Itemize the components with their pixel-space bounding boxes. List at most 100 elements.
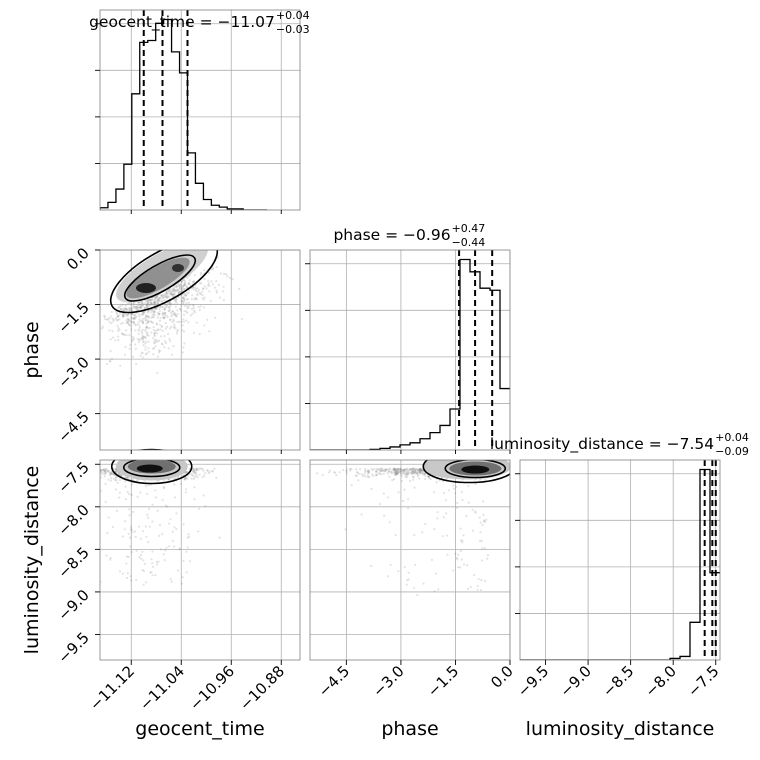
sample-point [457, 566, 460, 569]
sample-point [142, 313, 145, 316]
sample-point [158, 312, 161, 315]
sample-point [125, 333, 128, 337]
sample-point [405, 583, 408, 586]
sample-point [144, 299, 147, 302]
sample-point [138, 303, 141, 306]
sample-point [203, 296, 206, 299]
sample-point [186, 477, 189, 480]
sample-point [152, 310, 155, 314]
sample-point [141, 356, 144, 359]
sample-point [400, 468, 403, 471]
sample-point [181, 286, 184, 289]
sample-point [401, 469, 404, 472]
sample-point [173, 302, 176, 306]
sample-point [114, 339, 117, 342]
sample-point [185, 477, 188, 480]
sample-point [366, 474, 369, 477]
sample-point [393, 470, 396, 474]
sample-point [380, 470, 383, 473]
sample-point [192, 306, 195, 309]
sample-point [125, 562, 128, 565]
sample-point [134, 316, 137, 319]
sample-point [168, 522, 171, 525]
sample-point [142, 583, 145, 586]
sample-point [483, 521, 486, 524]
sample-point [420, 469, 423, 472]
sample-point [456, 558, 459, 561]
sample-point [400, 472, 404, 475]
sample-point [158, 312, 161, 315]
sample-point [454, 492, 457, 495]
sample-point [199, 293, 202, 296]
sample-point [123, 309, 126, 312]
sample-point [145, 326, 148, 329]
sample-point [170, 292, 173, 296]
sample-point [407, 470, 410, 473]
sample-point [408, 468, 411, 471]
sample-point [170, 293, 174, 296]
sample-point [153, 307, 156, 310]
sample-point [423, 472, 426, 475]
sample-point [142, 310, 145, 314]
sample-point [169, 318, 172, 321]
sample-point [146, 316, 149, 319]
sample-point [166, 315, 169, 319]
sample-point [481, 547, 484, 550]
sample-point [163, 308, 166, 311]
sample-point [137, 303, 140, 307]
sample-point [388, 521, 391, 524]
sample-point [201, 467, 204, 470]
sample-point [150, 308, 153, 311]
sample-point [153, 332, 156, 335]
title-phase: phase = −0.96 [333, 226, 450, 244]
sample-point [100, 469, 103, 472]
sample-point [155, 560, 159, 563]
sample-point [146, 331, 149, 334]
sample-point [192, 474, 195, 477]
sample-point [116, 481, 119, 484]
sample-point [104, 472, 107, 475]
sample-point [127, 555, 130, 559]
sample-point [153, 333, 156, 336]
sample-point [176, 320, 179, 324]
sample-point [136, 308, 139, 311]
sample-point [183, 297, 186, 300]
sample-point [153, 338, 156, 341]
sample-point [206, 469, 209, 472]
sample-point [202, 494, 205, 497]
sample-point [219, 272, 223, 275]
sample-point [173, 299, 177, 302]
sample-point [201, 287, 205, 290]
sample-point [159, 316, 162, 320]
sample-point [173, 323, 176, 326]
sample-point [131, 306, 134, 310]
sample-point [406, 467, 409, 470]
sample-point [162, 485, 165, 488]
sample-point [141, 332, 144, 335]
sample-point [452, 569, 455, 572]
sample-point [441, 535, 444, 538]
sample-point [104, 482, 107, 485]
sample-point [128, 493, 131, 496]
sample-point [109, 350, 112, 353]
title-lower-error-luminosity_distance: −0.09 [715, 445, 749, 458]
sample-point [173, 320, 176, 323]
sample-point [154, 345, 157, 348]
sample-point [185, 550, 188, 553]
sample-point [453, 487, 456, 490]
sample-point [390, 470, 393, 474]
sample-point [383, 514, 386, 517]
sample-point [137, 332, 140, 335]
sample-point [143, 306, 146, 309]
sample-point [479, 521, 482, 524]
sample-point [129, 525, 133, 529]
sample-point [208, 330, 211, 333]
sample-point [142, 559, 145, 562]
sample-point [99, 476, 103, 479]
sample-point [329, 469, 332, 472]
sample-point [142, 569, 145, 573]
sample-point [146, 302, 149, 306]
sample-point [194, 297, 198, 300]
sample-point [139, 306, 142, 309]
sample-point [132, 320, 135, 323]
